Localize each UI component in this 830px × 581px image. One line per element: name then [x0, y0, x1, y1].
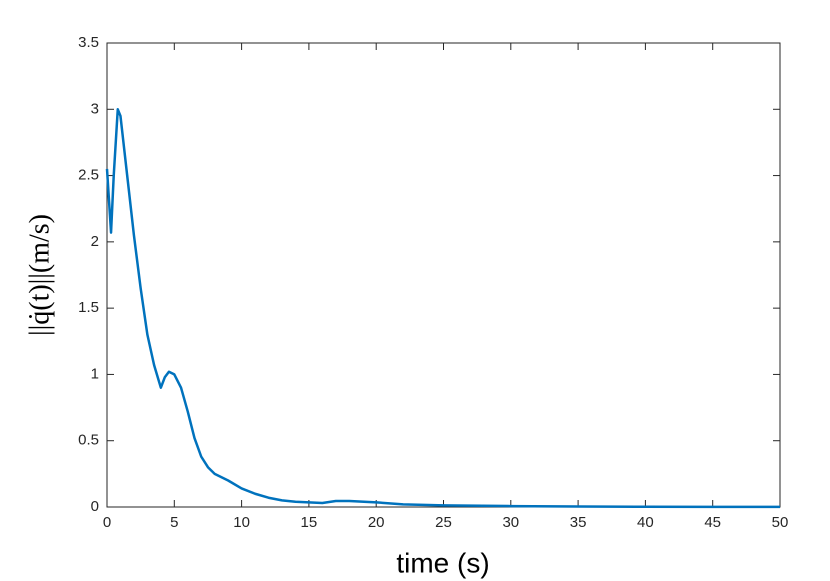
y-tick-label: 2.5 — [78, 167, 99, 184]
data-line — [105, 108, 781, 509]
x-tick-label: 25 — [435, 514, 452, 531]
x-axis-label: time (s) — [396, 547, 489, 578]
y-tick-label: 1 — [91, 365, 99, 382]
x-tick-label: 35 — [570, 514, 587, 531]
x-tick-label: 5 — [170, 514, 178, 531]
y-tick-label: 1.5 — [78, 299, 99, 316]
y-axis-label: ||q̇(t)||(m/s) — [24, 214, 55, 336]
plot-area — [106, 42, 781, 508]
x-tick-label: 20 — [368, 514, 385, 531]
x-tick-label: 0 — [103, 514, 111, 531]
x-tick-label: 30 — [502, 514, 519, 531]
y-tick-label: 3 — [91, 100, 99, 117]
x-tick-label: 45 — [704, 514, 721, 531]
y-tick-label: 0 — [91, 498, 99, 515]
y-tick-label: 2 — [91, 233, 99, 250]
x-tick-label: 50 — [772, 514, 789, 531]
x-tick-label: 15 — [301, 514, 318, 531]
x-tick-label: 40 — [637, 514, 654, 531]
y-tick-label: 0.5 — [78, 432, 99, 449]
x-tick-label: 10 — [233, 514, 250, 531]
y-tick-label: 3.5 — [78, 34, 99, 51]
